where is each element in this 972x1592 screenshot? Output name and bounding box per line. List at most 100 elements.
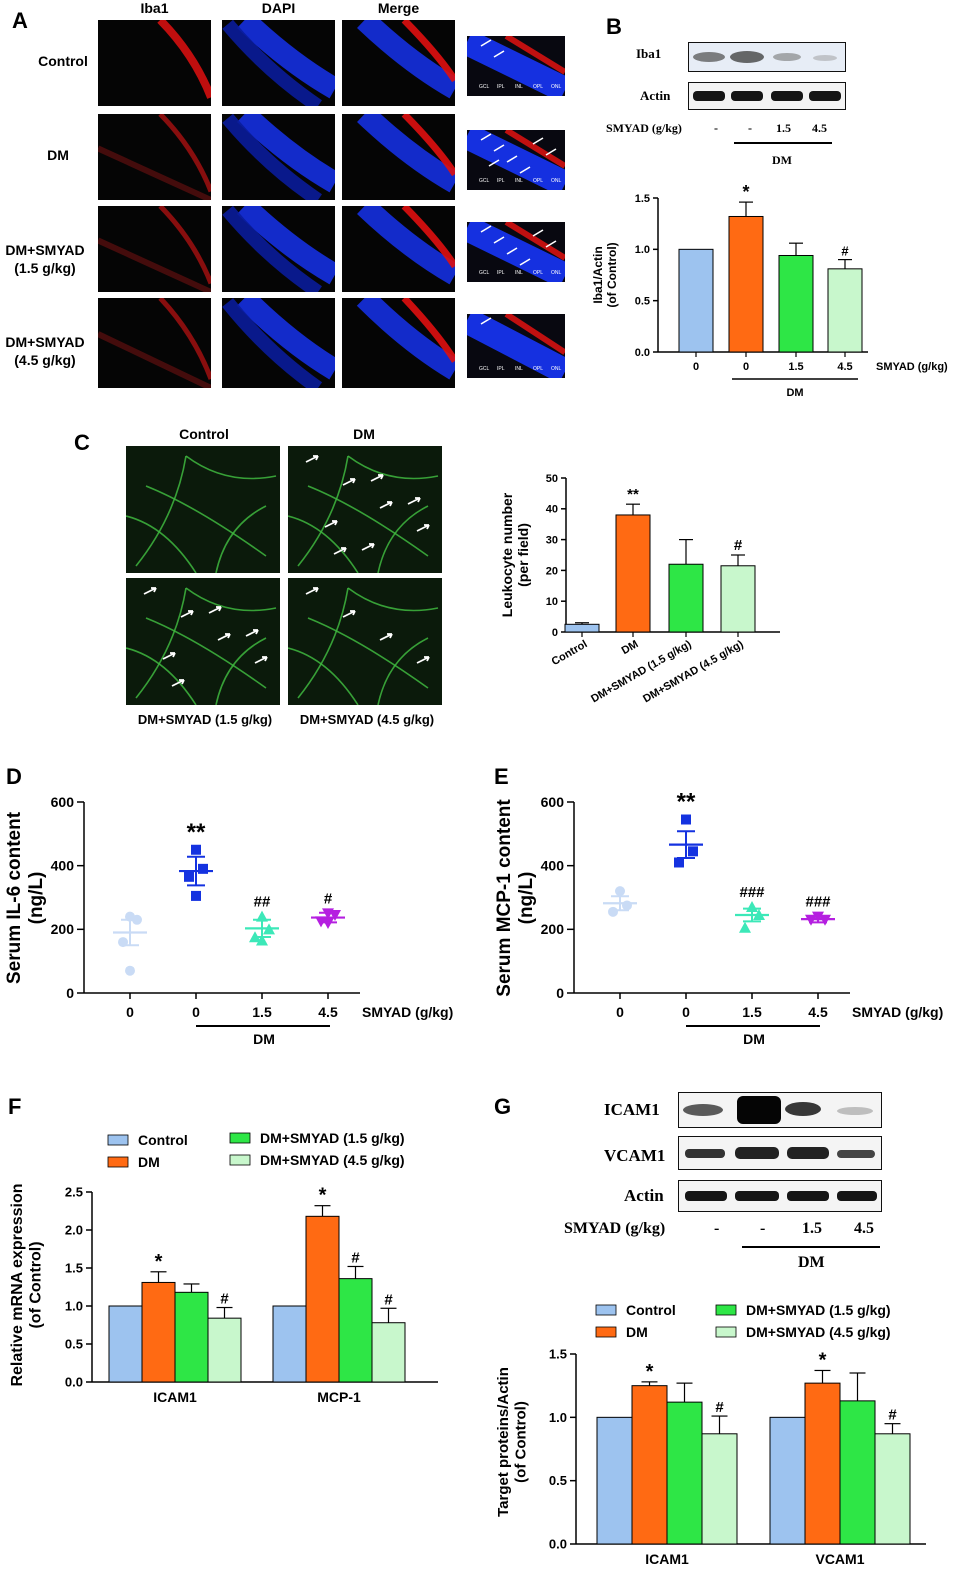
panel-label-g: G [494,1094,512,1119]
y-tick-label: 20 [546,565,558,577]
vessel [135,455,187,567]
y-tick-label: 400 [51,858,75,874]
arrow-icon [143,587,157,595]
arrow-icon [545,148,557,156]
layer-label: INL [515,366,523,372]
significance-label: * [646,1361,654,1383]
y-tick-label: 200 [541,921,565,937]
merge-band [401,298,455,363]
inset-band [467,36,565,96]
vessel [297,587,349,699]
x-category-label: VCAM1 [815,1551,864,1567]
x-tick-label: DM [620,638,641,657]
iba1-band [98,145,211,200]
arrow-icon [416,656,430,664]
arrow-icon [506,247,518,255]
bar [272,1305,307,1383]
y-tick-label: 200 [51,921,75,937]
vessel [288,515,359,573]
significance-label: # [351,1249,360,1266]
row-label-dm-smyad-low: DM+SMYAD (1.5 g/kg) [5,242,85,276]
layer-label: GCL [479,270,490,276]
legend-swatch [715,1304,737,1316]
chart-d-serum-il6: Serum IL-6 content(ng/L)02004006000**0##… [4,794,453,1047]
legend-swatch [715,1326,737,1338]
panel-label-e: E [494,764,509,789]
vessel [135,587,187,699]
layer-label: INL [515,178,523,184]
dm-group-label-g: DM [798,1254,825,1271]
legend-label: DM [138,1154,160,1170]
y-axis-label: Relative mRNA expression(of Control) [9,1183,44,1386]
vessel [307,485,429,557]
dm-group-line-g [742,1246,880,1248]
bar [874,1433,911,1545]
x-axis-label: SMYAD (g/kg) [852,1004,943,1020]
image-title-smyad-low: DM+SMYAD (1.5 g/kg) [137,712,273,727]
arrow-icon [407,497,421,505]
western-blot-vcam1 [678,1136,882,1170]
significance-label: # [384,1291,393,1308]
image-title-control: Control [179,426,229,442]
vessel [215,505,267,573]
arrow-icon [171,679,185,687]
bar [827,268,863,353]
data-point [322,917,334,929]
image-title-dm: DM [353,426,375,442]
bar [108,1305,143,1383]
merge-band [401,114,455,177]
arrow-icon [379,633,393,641]
dm-group-line-b [734,142,832,144]
flatmount-image-1 [288,446,442,573]
arrow-icon [488,159,500,167]
x-tick-label: 4.5 [837,361,852,373]
layer-label: ONL [551,84,562,90]
bar [839,1400,876,1545]
significance-label: ### [739,884,765,901]
bar [615,514,651,633]
data-point [674,857,684,868]
y-tick-label: 1.0 [549,1410,567,1425]
dose-label-b: SMYAD (g/kg) [606,121,682,135]
x-tick-label: DM+SMYAD (4.5 g/kg) [641,638,746,705]
arrow-icon [480,39,492,47]
significance-label: # [841,244,849,259]
vessel [126,647,197,705]
y-tick-label: 1.5 [549,1347,567,1362]
bar [804,1382,841,1545]
iba1-band [157,20,211,99]
arrow-icon [254,656,268,664]
arrow-icon [480,225,492,233]
zoom-inset-a-r2: GCL IPL INL OPL ONL [467,222,565,282]
zoom-inset-a-r0: GCL IPL INL OPL ONL [467,36,565,96]
legend-swatch [595,1326,617,1338]
bar [338,1278,373,1383]
significance-label: # [324,890,333,907]
y-tick-label: 10 [546,596,558,608]
y-tick-label: 1.0 [65,1299,83,1314]
panel-label-c: C [74,430,90,455]
legend-label: DM [626,1324,648,1340]
arrow-icon [305,587,319,595]
significance-label: ** [677,789,696,816]
bar [564,623,600,633]
legend-label: DM+SMYAD (1.5 g/kg) [746,1302,891,1318]
bar [769,1416,806,1545]
x-tick-label: 4.5 [808,1004,828,1020]
layer-label: ONL [551,366,562,372]
y-tick-label: 2.5 [65,1185,83,1200]
arrow-icon [361,543,375,551]
arrow-icon [333,547,347,555]
vessel [185,455,277,480]
x-axis-label: SMYAD (g/kg) [876,361,948,373]
vessel [377,637,429,705]
y-tick-label: 1.5 [65,1261,83,1276]
panel-label-d: D [6,764,22,789]
blot-label-vcam1: VCAM1 [604,1146,666,1165]
data-point [615,886,625,897]
bar [778,254,814,353]
layer-label: OPL [533,178,543,184]
western-blot-icam1 [678,1092,882,1128]
y-tick-label: 50 [546,473,558,485]
inset-band [467,314,565,378]
